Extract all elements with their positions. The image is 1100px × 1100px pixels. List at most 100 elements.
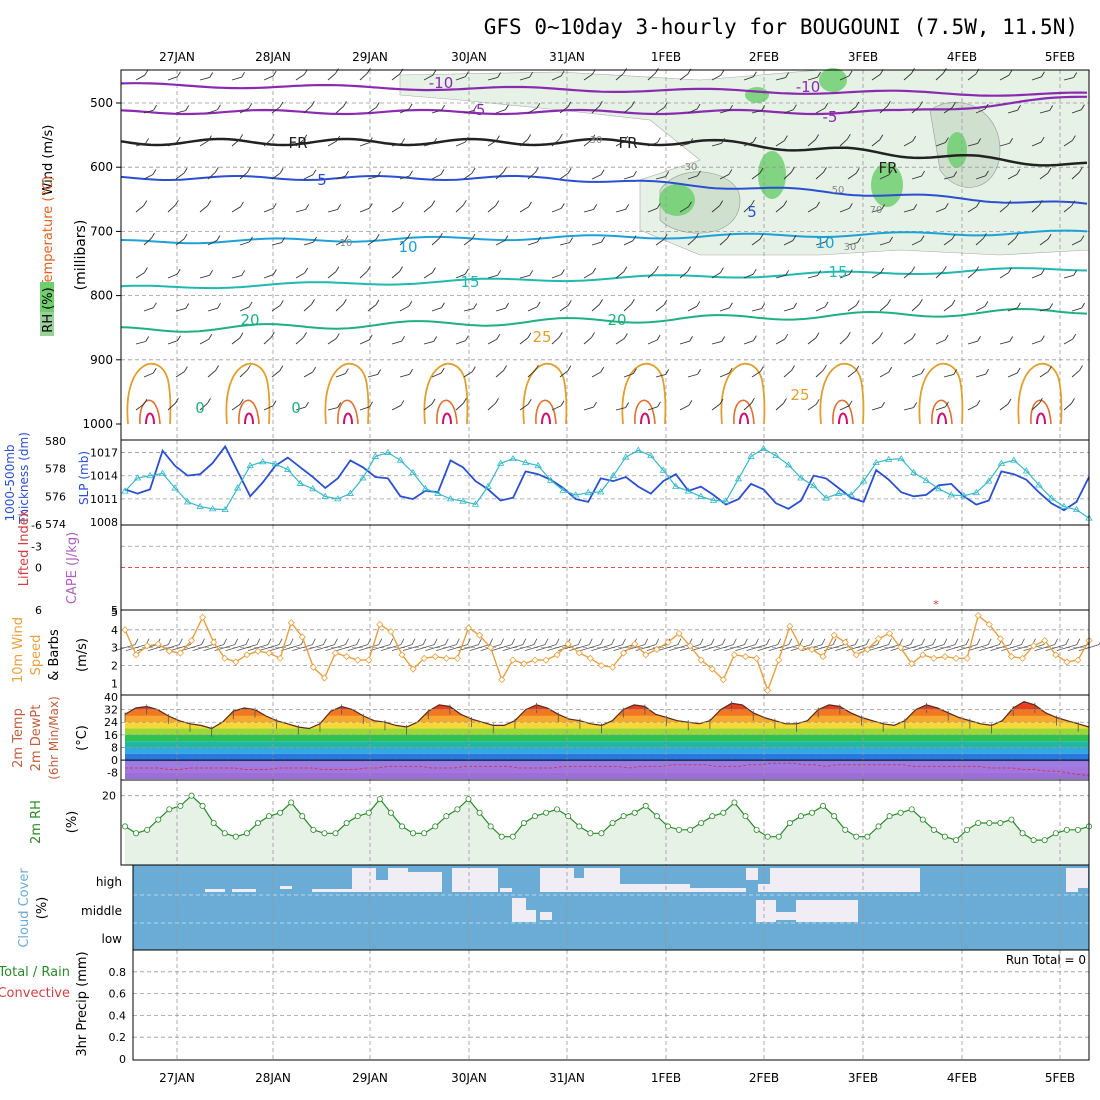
slp-point — [772, 451, 780, 459]
wind-barb — [263, 207, 274, 213]
wind-barb-flag — [728, 169, 733, 175]
rh2m-point — [975, 820, 982, 827]
wind-speed-point — [210, 638, 218, 646]
wind-barb — [967, 143, 978, 147]
temp-band — [125, 703, 1089, 710]
rh2m-point — [1052, 830, 1059, 837]
precip-tick-label: 0.4 — [109, 1009, 127, 1022]
wind-tick-label: 4 — [111, 624, 118, 637]
date-label-top: 29JAN — [352, 50, 388, 64]
wind-barb-flag — [1049, 303, 1054, 309]
rh2m-point — [232, 833, 239, 840]
wind-barb-10m-flag — [223, 638, 228, 645]
isotherm-loop — [139, 399, 161, 425]
wind-speed-point — [930, 654, 938, 662]
wind-barb-10m-flag — [500, 638, 505, 645]
wind-barb-flag — [921, 368, 925, 374]
wind-barb-flag — [942, 67, 947, 74]
cloud-clear — [388, 868, 408, 892]
wind-barb-flag — [239, 399, 244, 405]
wind-speed-point — [753, 654, 761, 662]
wind-barb-flag — [465, 335, 469, 341]
isotherm-label: FR — [878, 159, 897, 177]
slp-point — [246, 461, 254, 469]
wind-barb-10m-flag — [965, 638, 970, 645]
wind-barb — [711, 205, 720, 213]
wind-speed-point — [509, 656, 517, 664]
wind-barb — [359, 207, 370, 213]
wind-barb — [583, 74, 593, 81]
temp-tick-label: 24 — [104, 716, 118, 729]
wind-barb — [775, 403, 784, 411]
wind-barb-flag — [505, 104, 509, 110]
rh2m-unit-label: (%) — [65, 811, 80, 834]
slp-point — [434, 489, 442, 496]
wind-barb — [975, 237, 984, 246]
rh2m-point — [997, 820, 1004, 827]
wind-barb-flag — [246, 364, 251, 371]
wind-barb — [743, 141, 754, 147]
wind-barb — [295, 74, 305, 81]
wind-speed-point — [797, 644, 805, 652]
wind-barb — [463, 110, 474, 114]
slp-point — [309, 485, 317, 492]
wind-barb-flag — [913, 402, 918, 408]
slp-tick-label: 1011 — [90, 493, 118, 506]
wind-barb — [167, 402, 176, 411]
isotherm-line — [120, 229, 1088, 245]
wind-barb — [719, 237, 728, 246]
wind-barb-flag — [1016, 169, 1021, 175]
wind-barb-flag — [400, 201, 404, 208]
wind-barb-10m — [469, 644, 490, 652]
wind-barb — [423, 205, 432, 213]
wind-barb-flag — [303, 134, 308, 140]
rh2m-point — [964, 826, 971, 833]
wind-barb-flag — [720, 70, 725, 76]
wind-barb — [1007, 109, 1018, 114]
rh2m-point — [831, 813, 838, 820]
wind-speed-point — [597, 661, 606, 670]
wind-barb-10m-flag — [234, 638, 239, 645]
wind-barb-flag — [687, 266, 692, 272]
rh-axis-label: RH (%) — [41, 287, 56, 332]
isotherm-loop — [733, 399, 755, 425]
wind-barb — [783, 171, 792, 180]
wind-barb-flag — [495, 200, 500, 206]
wind-barb — [711, 74, 722, 81]
wind-barb — [391, 143, 402, 147]
slp-point — [471, 500, 480, 507]
wind-barb — [999, 341, 1010, 345]
wind-barb-10m-flag — [821, 638, 826, 645]
wind-barb — [719, 109, 730, 114]
wind-barb-flag — [689, 335, 693, 342]
wind-barb-flag — [881, 401, 885, 408]
wind-barb-flag — [887, 299, 891, 305]
date-label-top: 4FEB — [947, 50, 977, 64]
wind-barb-10m-flag — [533, 638, 538, 645]
wind-barb-10m — [336, 644, 357, 652]
wind-barb — [775, 77, 786, 81]
wind-barb — [399, 373, 410, 378]
wind-barb-flag — [761, 105, 766, 111]
wind-barb-flag — [823, 167, 827, 173]
wind-barb — [327, 208, 338, 213]
wind-barb-10m-flag — [201, 638, 205, 645]
isotherm-label: 0 — [291, 399, 301, 417]
wind-barb — [943, 238, 953, 246]
wind-barb-flag — [846, 331, 851, 338]
wind-barb-10m-flag — [1054, 638, 1059, 645]
isotherm-label: 20 — [240, 311, 259, 329]
slp-point — [597, 488, 605, 495]
wind-barb-10m-flag — [943, 638, 948, 645]
wind-barb-flag — [151, 233, 155, 239]
wind-barb — [519, 76, 530, 81]
wind-speed-point — [498, 676, 506, 684]
slp-tick-label: 1017 — [90, 447, 118, 460]
wind-barb-10m-flag — [433, 638, 438, 645]
slp-point — [359, 474, 367, 481]
wind-barb — [775, 140, 785, 147]
rh2m-point — [631, 809, 638, 816]
rh2m-point — [354, 813, 361, 820]
wind-speed-point — [409, 665, 417, 673]
